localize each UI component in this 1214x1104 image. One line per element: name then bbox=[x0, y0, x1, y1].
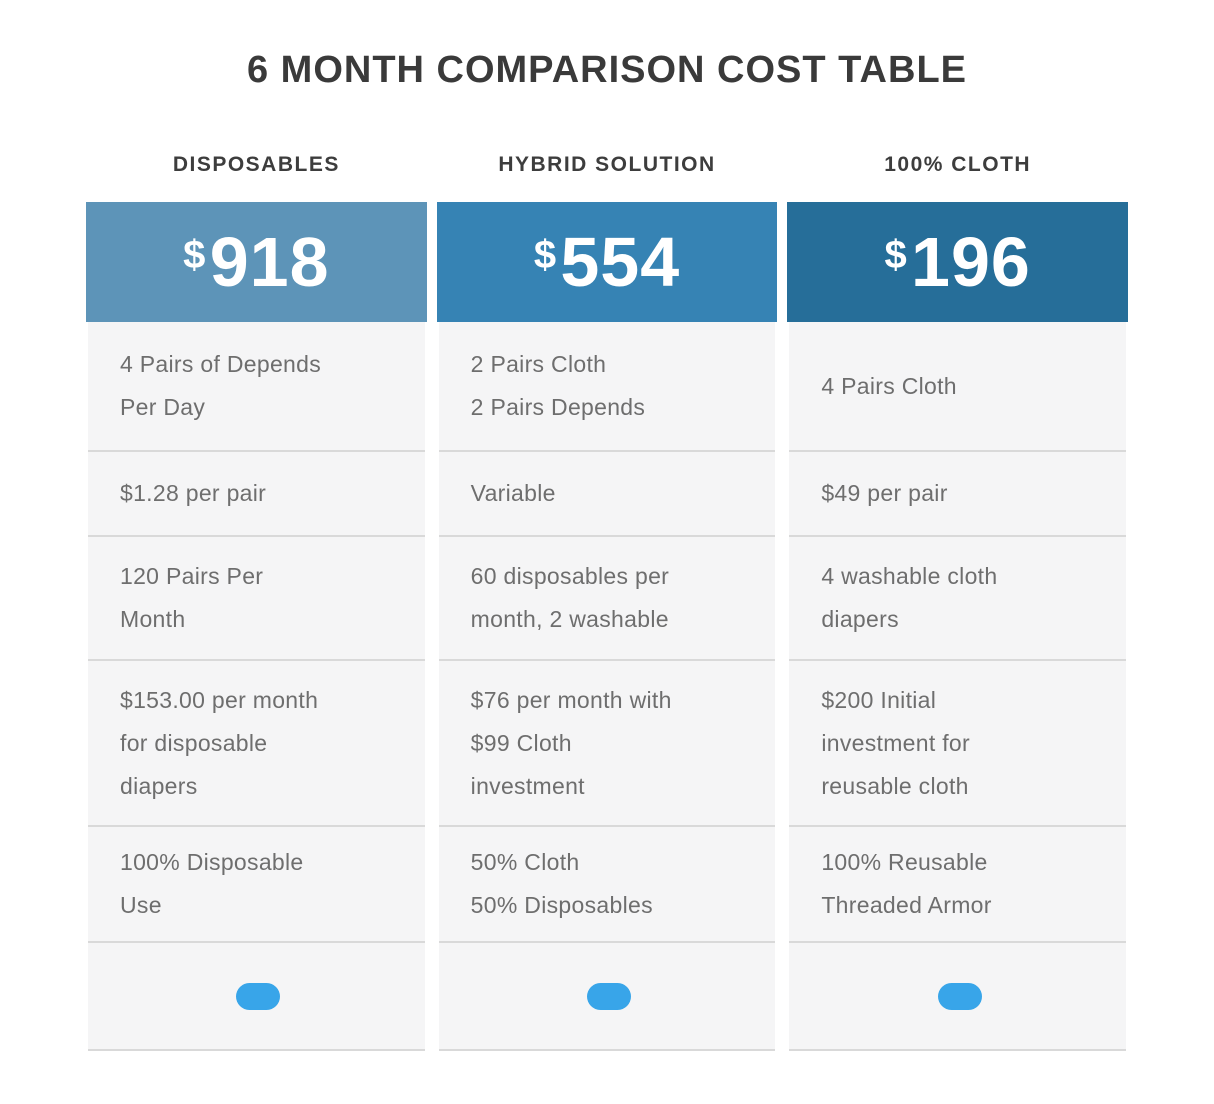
table-cell: 4 Pairs of Depends Per Day bbox=[88, 322, 425, 450]
table-footer bbox=[789, 941, 1126, 1051]
comparison-table: $918 4 Pairs of Depends Per Day $1.28 pe… bbox=[86, 202, 1128, 1051]
column-labels: DISPOSABLES HYBRID SOLUTION 100% CLOTH bbox=[88, 152, 1126, 178]
action-pill-button[interactable] bbox=[236, 982, 281, 1010]
table-footer bbox=[88, 941, 425, 1051]
table-cell: $49 per pair bbox=[789, 450, 1126, 535]
table-cell: 60 disposables per month, 2 washable bbox=[438, 535, 776, 659]
action-pill-button[interactable] bbox=[937, 982, 982, 1010]
price-amount: 196 bbox=[911, 223, 1031, 301]
table-footer bbox=[438, 941, 776, 1051]
page-title: 6 MONTH COMPARISON COST TABLE bbox=[246, 49, 968, 91]
column-label-cloth: 100% CLOTH bbox=[884, 153, 1032, 176]
price-header-cloth: $196 bbox=[787, 202, 1128, 322]
price-header-hybrid: $554 bbox=[436, 202, 778, 322]
price-amount: 554 bbox=[560, 223, 681, 301]
currency-symbol: $ bbox=[183, 233, 206, 277]
currency-symbol: $ bbox=[533, 233, 557, 277]
table-cell: 50% Cloth 50% Disposables bbox=[438, 825, 776, 941]
table-cell: $76 per month with $99 Cloth investment bbox=[438, 659, 776, 825]
table-cell: 2 Pairs Cloth 2 Pairs Depends bbox=[438, 322, 776, 450]
currency-symbol: $ bbox=[884, 233, 908, 277]
table-cell: $1.28 per pair bbox=[88, 450, 425, 535]
action-pill-button[interactable] bbox=[586, 982, 631, 1010]
table-cell: 4 washable cloth diapers bbox=[789, 535, 1126, 659]
price-header-disposables: $918 bbox=[86, 202, 427, 322]
column-label-disposables: DISPOSABLES bbox=[172, 153, 340, 176]
column-label-hybrid: HYBRID SOLUTION bbox=[498, 153, 716, 176]
price-amount: 918 bbox=[209, 223, 330, 301]
table-cell: $200 Initial investment for reusable clo… bbox=[789, 659, 1126, 825]
table-cell: Variable bbox=[438, 450, 776, 535]
table-cell: 120 Pairs Per Month bbox=[88, 535, 425, 659]
table-cell: $153.00 per month for disposable diapers bbox=[88, 659, 425, 825]
table-cell: 100% Reusable Threaded Armor bbox=[789, 825, 1126, 941]
table-cell: 100% Disposable Use bbox=[88, 825, 425, 941]
table-cell: 4 Pairs Cloth bbox=[789, 322, 1126, 450]
